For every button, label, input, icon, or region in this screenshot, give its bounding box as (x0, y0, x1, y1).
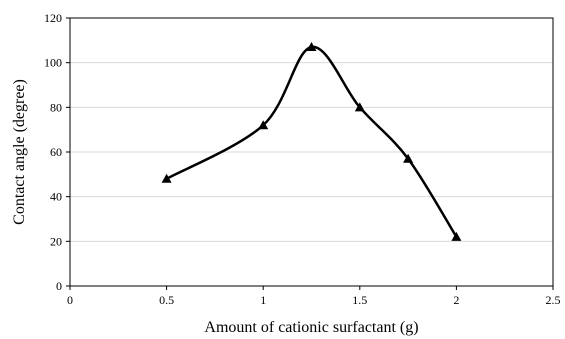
x-tick-label: 0 (67, 293, 73, 307)
data-point-2 (306, 42, 317, 52)
x-tick-label: 2.5 (546, 293, 561, 307)
data-point-0 (161, 173, 172, 183)
x-tick-label: 0.5 (159, 293, 174, 307)
y-tick-label: 100 (44, 56, 62, 70)
data-point-3 (354, 102, 365, 112)
y-axis-ticks: 0 20 40 60 80 100 120 (44, 11, 70, 293)
y-tick-label: 40 (50, 190, 62, 204)
y-tick-label: 20 (50, 234, 62, 248)
gridlines (70, 62, 553, 242)
data-point-5 (451, 231, 462, 241)
data-point-4 (403, 153, 414, 163)
x-tick-label: 1 (260, 293, 266, 307)
y-tick-label: 0 (56, 279, 62, 293)
y-tick-label: 80 (50, 100, 62, 114)
y-tick-label: 60 (50, 145, 62, 159)
data-point-1 (258, 120, 269, 130)
series-group (161, 42, 462, 241)
y-axis-title: Contact angle (degree) (11, 79, 28, 225)
x-axis-title: Amount of cationic surfactant (g) (204, 319, 418, 336)
x-axis-ticks: 0 0.5 1 1.5 2 2.5 (67, 286, 561, 307)
x-tick-label: 1.5 (352, 293, 367, 307)
y-tick-label: 120 (44, 11, 62, 25)
series-line-0 (165, 45, 458, 238)
x-tick-label: 2 (453, 293, 459, 307)
